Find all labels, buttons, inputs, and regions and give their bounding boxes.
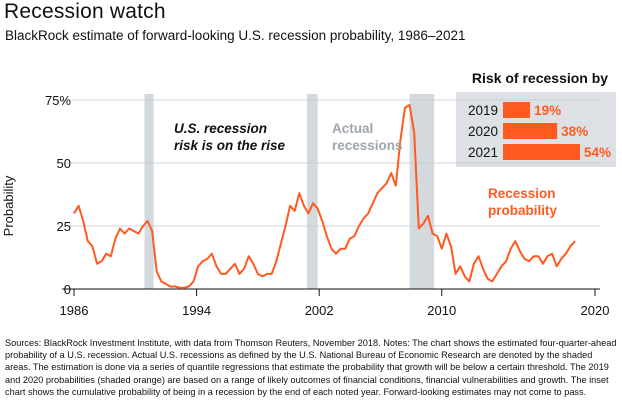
inset-bar-2020: [503, 123, 558, 139]
recession-probability-line: [73, 104, 576, 289]
series-label-line2: probability: [488, 203, 557, 218]
inset-value-2020: 38%: [561, 124, 588, 139]
inset-year-2020: 2020: [468, 124, 498, 139]
series-layer: [73, 104, 576, 289]
actual-recessions-line2: recessions: [332, 138, 403, 153]
recession-band-2: [306, 94, 318, 289]
inset-year-2021: 2021: [468, 145, 498, 160]
series-label-line1: Recession: [488, 186, 556, 201]
x-tick-label-2002: 2002: [305, 303, 334, 318]
y-axis-label: Probability: [1, 175, 16, 236]
inset-year-2019: 2019: [468, 103, 498, 118]
actual-recessions-line1: Actual: [332, 121, 373, 136]
y-tick-label-50: 50: [57, 156, 71, 171]
recession-band-1: [144, 94, 154, 289]
page-title: Recession watch: [4, 0, 166, 23]
inset-risk-chart: Risk of recession by 2019 19% 2020 38% 2021 5…: [456, 70, 616, 167]
x-tick-label-1994: 1994: [182, 303, 211, 318]
inset-bar-2019: [503, 102, 531, 118]
footnote: Sources: BlackRock Investment Institute,…: [5, 338, 617, 397]
y-tick-label-0: 0: [64, 282, 71, 297]
inset-title: Risk of recession by: [472, 70, 608, 86]
y-tick-label-75: 75%: [45, 93, 71, 108]
page-subtitle: BlackRock estimate of forward-looking U.…: [5, 28, 466, 43]
recession-chart: Risk of recession by 2019 19% 2020 38% 2021 5…: [1, 70, 616, 318]
y-tick-label-25: 25: [57, 219, 71, 234]
inset-bars: 2019 19% 2020 38% 2021 54%: [468, 102, 611, 160]
risk-annotation-line1: U.S. recession: [174, 121, 267, 136]
inset-value-2021: 54%: [584, 145, 611, 160]
risk-annotation-line2: risk is on the rise: [174, 138, 286, 153]
inset-bar-2021: [503, 144, 580, 160]
x-tick-label-1986: 1986: [60, 303, 89, 318]
x-tick-label-2020: 2020: [581, 303, 610, 318]
inset-value-2019: 19%: [534, 103, 561, 118]
axes-layer: 0 25 50 75% 1986 1994 2002 2010 2020: [45, 93, 609, 318]
x-tick-label-2010: 2010: [427, 303, 456, 318]
